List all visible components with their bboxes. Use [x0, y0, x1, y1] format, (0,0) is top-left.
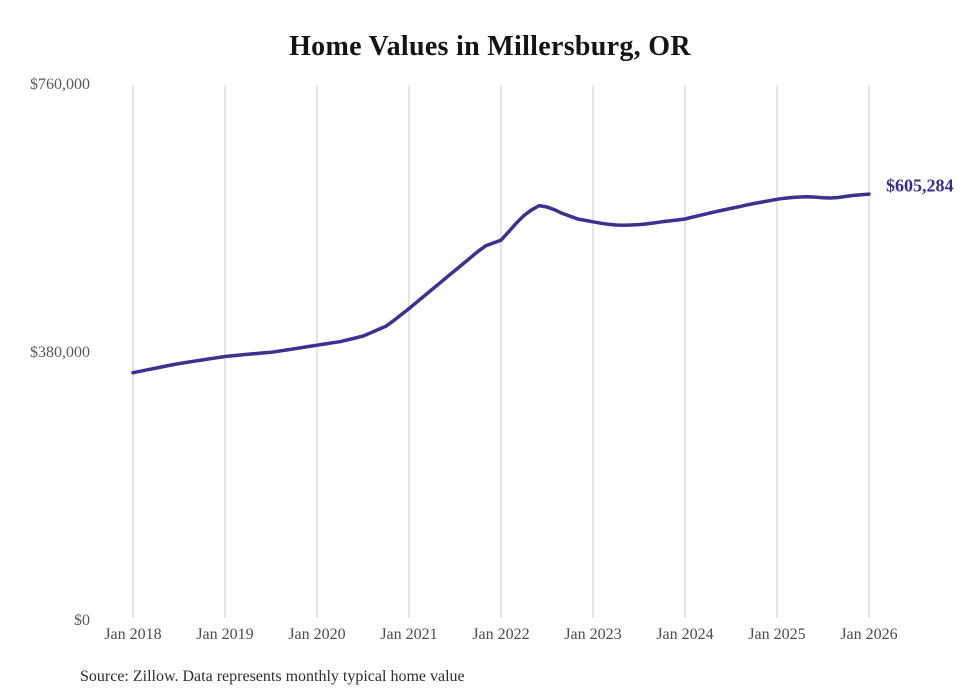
home-value-line: [131, 192, 871, 375]
latest-value-label: $605,284: [886, 175, 954, 196]
y-tick-label: $760,000: [30, 76, 90, 93]
x-tick-label: Jan 2026: [840, 626, 898, 643]
x-tick-label: Jan 2021: [380, 626, 438, 643]
x-tick-label: Jan 2020: [288, 626, 346, 643]
x-tick-label: Jan 2025: [748, 626, 806, 643]
x-tick-label: Jan 2023: [564, 626, 622, 643]
y-tick-label: $0: [74, 612, 90, 629]
x-tick-label: Jan 2019: [196, 626, 254, 643]
x-tick-label: Jan 2024: [656, 626, 714, 643]
gridlines: [132, 85, 870, 618]
source-note: Source: Zillow. Data represents monthly …: [80, 668, 465, 685]
y-tick-label: $380,000: [30, 344, 90, 361]
chart-title: Home Values in Millersburg, OR: [289, 31, 691, 62]
x-tick-label: Jan 2022: [472, 626, 530, 643]
x-tick-label: Jan 2018: [104, 626, 162, 643]
